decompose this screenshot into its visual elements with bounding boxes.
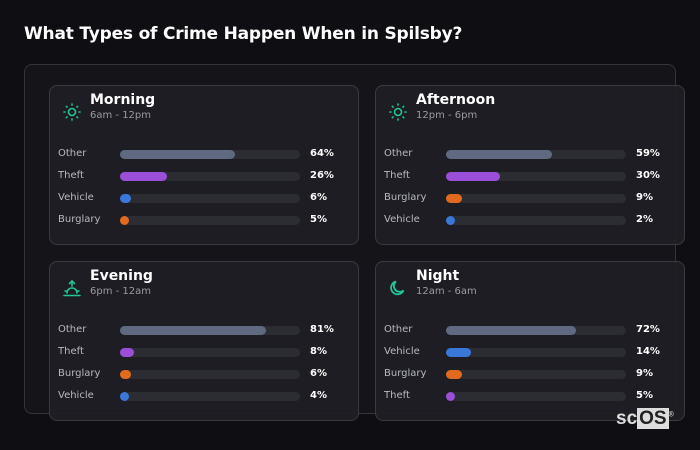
crime-percent: 6% [310,192,327,203]
card-title: Afternoon [416,92,496,108]
crime-row: Other 81% [58,323,348,337]
card-time-range: 12am - 6am [416,286,477,297]
card-time-range: 6pm - 12am [90,286,152,297]
bar-track [120,150,300,159]
bar-track [446,172,626,181]
bar-fill [446,370,463,379]
crime-row: Other 59% [384,147,674,161]
card-time-range: 12pm - 6pm [416,110,478,121]
crime-percent: 9% [636,192,653,203]
bar-track [446,392,626,401]
crime-percent: 5% [310,214,327,225]
crime-label: Vehicle [58,390,94,401]
card-title: Night [416,268,460,284]
bar-track [120,326,300,335]
crime-percent: 6% [310,368,327,379]
crime-row: Burglary 5% [58,213,348,227]
bar-fill [120,370,131,379]
bar-fill [446,348,472,357]
card-title: Evening [90,268,153,284]
crime-percent: 8% [310,346,327,357]
bar-fill [120,348,135,357]
crime-percent: 59% [636,148,660,159]
crime-row: Other 72% [384,323,674,337]
sunset-icon [62,278,82,298]
bar-track [120,194,300,203]
crime-percent: 5% [636,390,653,401]
bar-track [446,194,626,203]
crime-label: Other [384,148,413,159]
crime-percent: 2% [636,214,653,225]
bar-fill [446,216,455,225]
bar-fill [120,150,236,159]
bar-fill [446,326,576,335]
card-title: Morning [90,92,156,108]
bar-track [446,370,626,379]
bar-track [446,326,626,335]
bar-fill [120,194,131,203]
card-morning: Morning 6am - 12pm Other 64% Theft 26% V… [49,85,359,245]
bar-track [446,216,626,225]
crime-label: Theft [384,390,410,401]
crime-row: Burglary 9% [384,191,674,205]
crime-label: Burglary [58,368,101,379]
bar-fill [446,172,500,181]
crime-label: Burglary [384,192,427,203]
crime-percent: 14% [636,346,660,357]
crime-row: Burglary 9% [384,367,674,381]
crime-row: Theft 30% [384,169,674,183]
crime-label: Other [58,148,87,159]
bar-fill [120,392,129,401]
scos-logo: sc OS ® [616,408,674,429]
crime-row: Theft 26% [58,169,348,183]
crime-label: Theft [58,170,84,181]
bar-fill [120,172,167,181]
bar-track [120,348,300,357]
bar-track [120,172,300,181]
sun-icon [388,102,408,122]
card-time-range: 6am - 12pm [90,110,152,121]
crime-label: Theft [58,346,84,357]
bar-track [120,392,300,401]
bar-fill [446,194,463,203]
bar-fill [446,150,553,159]
crime-label: Other [384,324,413,335]
crime-label: Other [58,324,87,335]
page-title: What Types of Crime Happen When in Spils… [24,24,463,44]
bar-track [120,216,300,225]
crime-percent: 81% [310,324,334,335]
crime-row: Vehicle 6% [58,191,348,205]
crime-label: Theft [384,170,410,181]
crime-row: Vehicle 2% [384,213,674,227]
crime-label: Burglary [384,368,427,379]
crime-percent: 26% [310,170,334,181]
crime-row: Other 64% [58,147,348,161]
crime-percent: 9% [636,368,653,379]
crime-row: Theft 8% [58,345,348,359]
moon-icon [388,278,408,298]
bar-track [446,150,626,159]
crime-label: Burglary [58,214,101,225]
bar-fill [446,392,455,401]
crime-percent: 64% [310,148,334,159]
card-night: Night 12am - 6am Other 72% Vehicle 14% B… [375,261,685,421]
bar-track [446,348,626,357]
crime-label: Vehicle [58,192,94,203]
bar-fill [120,216,129,225]
crime-row: Burglary 6% [58,367,348,381]
crime-percent: 4% [310,390,327,401]
crime-row: Vehicle 14% [384,345,674,359]
card-afternoon: Afternoon 12pm - 6pm Other 59% Theft 30%… [375,85,685,245]
card-evening: Evening 6pm - 12am Other 81% Theft 8% Bu… [49,261,359,421]
crime-row: Vehicle 4% [58,389,348,403]
bar-fill [120,326,266,335]
bar-track [120,370,300,379]
crime-label: Vehicle [384,346,420,357]
crime-percent: 72% [636,324,660,335]
crime-percent: 30% [636,170,660,181]
sun-icon [62,102,82,122]
crime-label: Vehicle [384,214,420,225]
crime-row: Theft 5% [384,389,674,403]
